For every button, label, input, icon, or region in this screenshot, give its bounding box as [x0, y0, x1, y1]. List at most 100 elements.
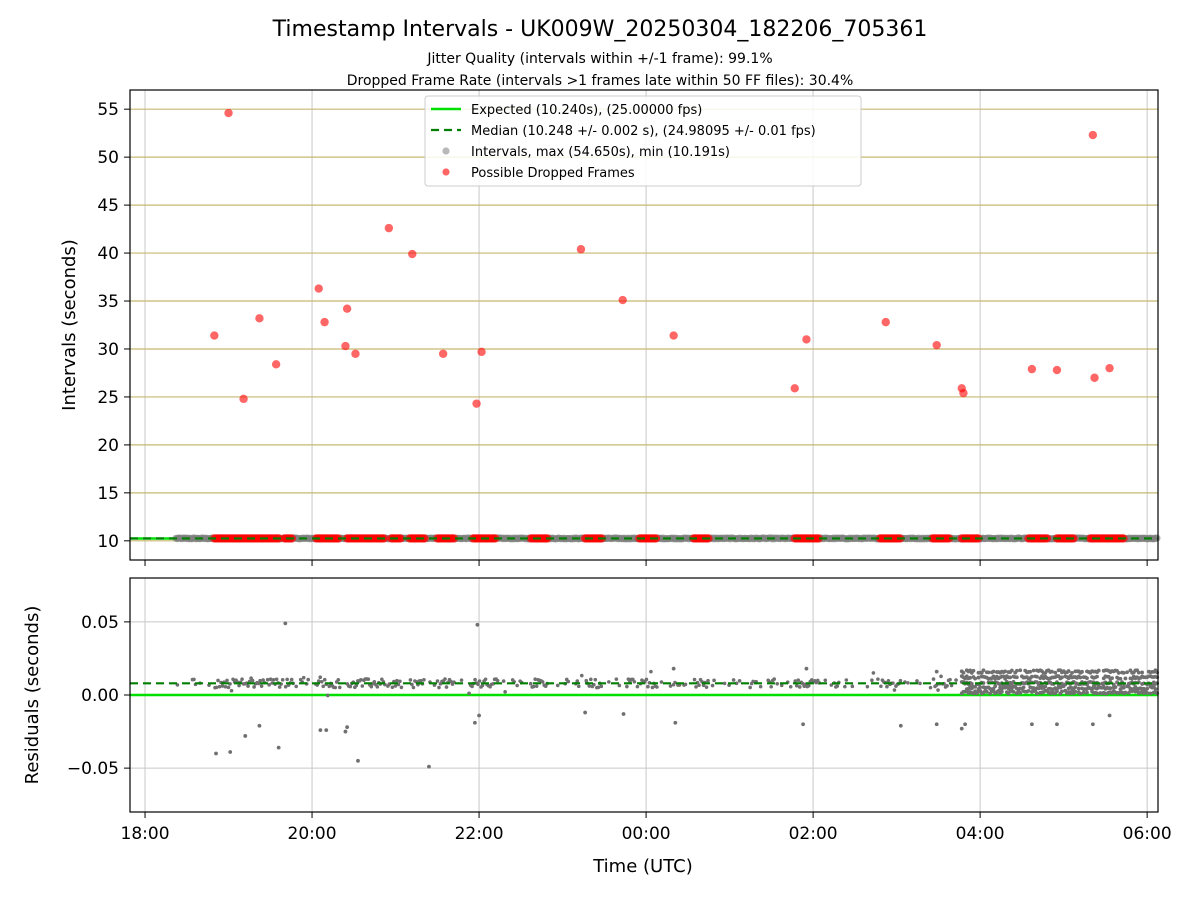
residual-point	[844, 678, 849, 682]
residual-point	[576, 684, 581, 689]
residual-point	[359, 678, 363, 682]
residual-point	[961, 670, 966, 675]
residual-point	[192, 677, 196, 682]
x-tick-label: 22:00	[455, 824, 504, 844]
residual-point	[649, 669, 653, 674]
residual-point	[871, 671, 876, 675]
residual-point	[435, 679, 440, 683]
residual-point	[277, 685, 282, 689]
intervals-panel: 10 15 20 25 30 35 40 45 50 55 Intervals (seconds)	[59, 89, 1161, 566]
residual-point	[1140, 670, 1145, 675]
residual-point	[722, 681, 727, 686]
residual-point	[473, 677, 477, 682]
residual-point	[779, 683, 784, 688]
residual-point	[796, 678, 801, 683]
residual-point	[459, 678, 464, 682]
residual-point	[697, 683, 701, 688]
residual-point	[1078, 675, 1083, 680]
residual-point	[1060, 689, 1064, 694]
residual-point	[1136, 670, 1141, 675]
residual-point	[948, 677, 952, 682]
residual-point	[250, 678, 255, 683]
residual-point	[419, 678, 423, 683]
legend-intervals-swatch	[442, 147, 450, 155]
residual-point	[644, 677, 649, 682]
residual-point	[969, 681, 974, 686]
residual-point	[393, 684, 398, 688]
residual-point	[1048, 686, 1053, 691]
residual-point	[337, 685, 342, 690]
residual-point	[443, 677, 447, 681]
residual-point	[1153, 687, 1158, 691]
residual-point	[692, 677, 697, 682]
y-tick-label: 25	[97, 388, 119, 408]
dropped-frame-point	[618, 295, 627, 305]
residual-point	[503, 690, 507, 694]
residual-point	[999, 689, 1004, 694]
residual-point	[931, 677, 936, 681]
y-tick-label: 0.05	[81, 613, 119, 633]
residual-point	[476, 682, 480, 687]
residual-point	[646, 684, 650, 689]
residual-point	[336, 677, 341, 682]
residual-point	[475, 622, 480, 627]
residual-point	[319, 679, 324, 684]
residual-point	[214, 685, 219, 690]
residual-point	[343, 729, 348, 734]
residual-point	[252, 685, 256, 689]
residual-point	[327, 684, 332, 689]
dropped-frame-point	[881, 317, 890, 327]
residual-point	[797, 685, 802, 689]
residual-point	[555, 683, 560, 688]
residual-point	[276, 745, 281, 750]
residual-point	[1035, 691, 1039, 696]
dropped-frame-point	[477, 347, 486, 357]
residual-point	[758, 684, 763, 689]
dropped-frame-point	[341, 341, 350, 351]
residual-point	[1011, 689, 1016, 694]
residual-point	[988, 691, 993, 696]
residual-point	[1145, 690, 1150, 695]
residual-point	[501, 679, 506, 683]
residual-point	[973, 676, 978, 681]
residual-point	[325, 693, 330, 698]
top-axes-frame	[129, 89, 1159, 561]
residual-point	[1050, 669, 1054, 674]
residual-point	[246, 684, 250, 688]
residual-point	[748, 685, 752, 690]
y-tick-label: −0.05	[67, 759, 119, 779]
dropped-frame-point	[1027, 364, 1037, 374]
residual-point	[886, 679, 891, 683]
residual-point	[243, 734, 248, 738]
dropped-frame-point	[255, 314, 264, 323]
residual-point	[1018, 690, 1023, 695]
residual-point	[540, 680, 545, 684]
dropped-frame-point	[802, 335, 811, 344]
dropped-frame-point	[790, 384, 799, 393]
dropped-frame-point	[814, 534, 823, 543]
residual-point	[898, 723, 903, 728]
residual-point	[1108, 686, 1113, 691]
figure-subtitle-jitter: Jitter Quality (intervals within +/-1 fr…	[426, 51, 772, 67]
residual-point	[1003, 669, 1008, 674]
residual-point	[655, 685, 659, 689]
residual-point	[495, 678, 500, 683]
dropped-frame-point	[239, 394, 248, 404]
residual-point	[843, 684, 847, 689]
residual-point	[452, 680, 456, 685]
residual-point	[949, 683, 954, 688]
residual-point	[593, 677, 598, 682]
residual-point	[976, 675, 981, 680]
residual-point	[1073, 685, 1078, 690]
residual-point	[885, 684, 889, 689]
residual-point	[804, 666, 809, 671]
x-tick-label: 02:00	[789, 824, 838, 844]
legend-entry-label: Expected (10.240s), (25.00000 fps)	[471, 103, 702, 118]
residuals-panel: 18:00 20:00 22:00 00:00 02:00 04:00 06:00 0.05 0…	[22, 577, 1172, 844]
y-tick-label: 40	[97, 244, 119, 264]
residual-point	[772, 677, 776, 681]
residual-point	[650, 685, 655, 690]
residual-point	[737, 679, 742, 683]
residual-point	[395, 678, 399, 683]
residual-point	[589, 677, 593, 682]
